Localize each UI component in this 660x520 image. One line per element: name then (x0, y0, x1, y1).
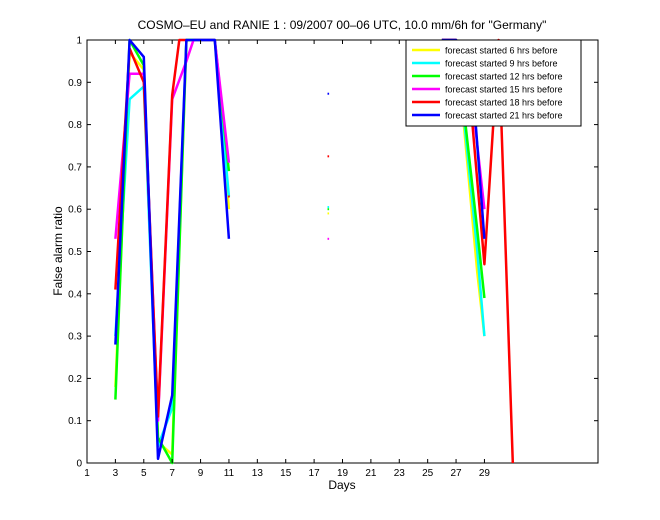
x-tick-label: 13 (252, 468, 264, 479)
x-tick-label: 19 (337, 468, 349, 479)
y-tick-label: 0.7 (68, 162, 82, 173)
y-tick-label: 0.5 (68, 247, 82, 258)
legend-entry: forecast started 21 hrs before (445, 111, 563, 121)
legend-entry: forecast started 18 hrs before (445, 98, 563, 108)
y-tick-label: 0.2 (68, 374, 82, 385)
x-tick-label: 25 (422, 468, 434, 479)
x-tick-label: 3 (113, 468, 119, 479)
legend-entry: forecast started 15 hrs before (445, 85, 563, 95)
x-tick-label: 1 (84, 468, 90, 479)
x-tick-label: 11 (224, 468, 235, 479)
legend-entry: forecast started 9 hrs before (445, 59, 558, 69)
x-tick-label: 29 (479, 468, 491, 479)
x-tick-label: 17 (309, 468, 321, 479)
y-tick-label: 0 (76, 459, 82, 470)
y-tick-label: 0.9 (68, 78, 82, 89)
legend: forecast started 6 hrs before forecast st… (405, 39, 582, 127)
legend-entry: forecast started 6 hrs before (445, 46, 558, 56)
y-axis-label: False alarm ratio (51, 206, 65, 296)
x-tick-label: 7 (169, 468, 175, 479)
x-tick-label: 27 (450, 468, 462, 479)
axis-ticks: 1 3 5 7 9 11 13 15 17 19 21 23 25 27 2900.10.20.30.40.… (68, 36, 598, 479)
legend-box (405, 39, 582, 127)
y-tick-label: 0.6 (68, 205, 82, 216)
y-tick-label: 0.1 (68, 416, 82, 427)
x-tick-label: 15 (280, 468, 292, 479)
series-line (114, 38, 231, 461)
y-tick-label: 1 (76, 36, 82, 47)
y-tick-label: 0.3 (68, 332, 82, 343)
y-tick-label: 0.8 (68, 120, 82, 131)
chart-title: COSMO–EU and RANIE 1 : 09/2007 00–06 UTC… (138, 18, 547, 32)
x-axis-label: Days (328, 478, 355, 492)
x-tick-label: 21 (365, 468, 377, 479)
legend-entry: forecast started 12 hrs before (445, 72, 563, 82)
x-tick-label: 5 (141, 468, 147, 479)
x-tick-label: 9 (198, 468, 204, 479)
y-tick-label: 0.4 (68, 289, 82, 300)
x-tick-label: 23 (394, 468, 406, 479)
